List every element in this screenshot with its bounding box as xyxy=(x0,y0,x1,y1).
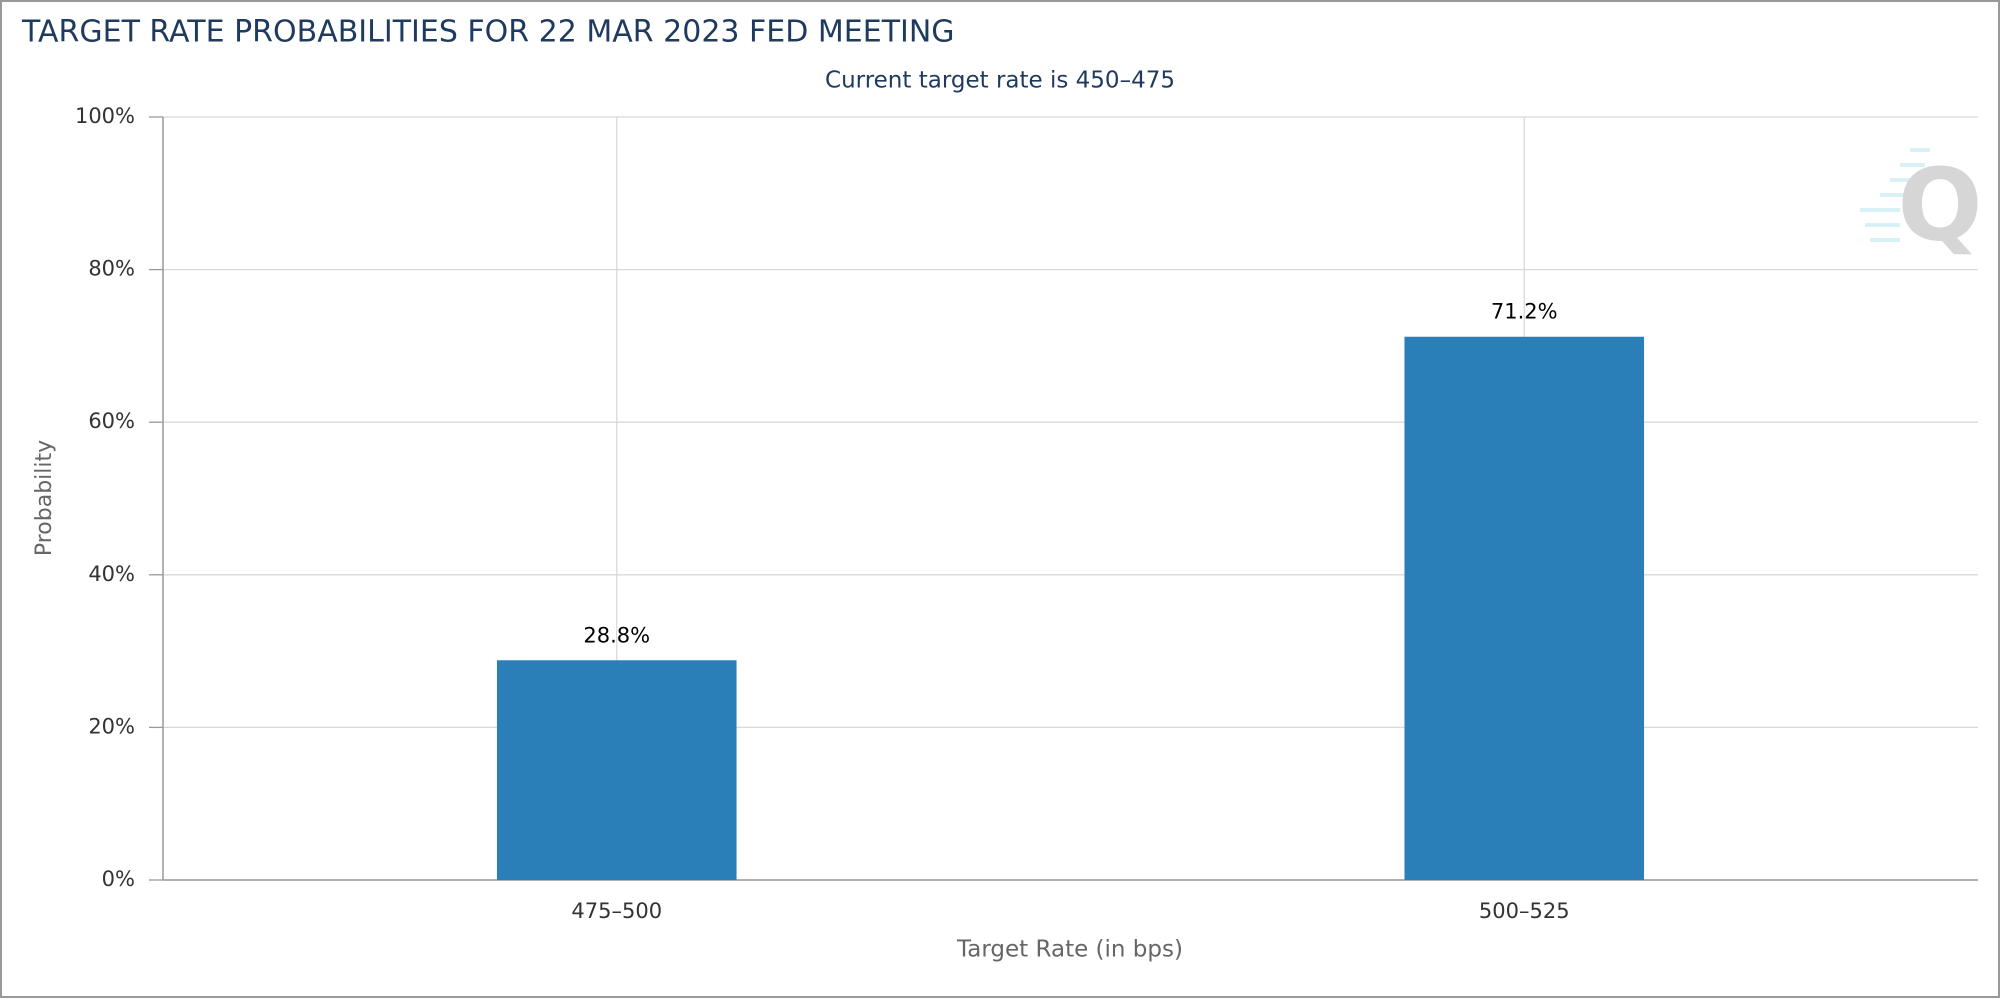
chart-title: TARGET RATE PROBABILITIES FOR 22 MAR 202… xyxy=(21,15,955,50)
y-tick-label: 100% xyxy=(75,104,135,128)
y-tick-label: 80% xyxy=(88,257,135,281)
y-tick-label: 0% xyxy=(102,867,135,891)
logo: Q xyxy=(1860,146,1983,263)
x-tick-label: 500–525 xyxy=(1479,899,1570,923)
bar xyxy=(1404,336,1645,880)
data-label: 28.8% xyxy=(583,623,650,647)
y-axis-label: Probability xyxy=(32,440,57,556)
x-tick-label: 475–500 xyxy=(571,899,662,923)
svg-text:Q: Q xyxy=(1897,146,1982,263)
data-label: 71.2% xyxy=(1491,300,1558,324)
x-axis-label: Target Rate (in bps) xyxy=(956,937,1183,963)
y-tick-label: 20% xyxy=(88,714,135,738)
chart-subtitle: Current target rate is 450–475 xyxy=(825,68,1175,94)
y-tick-label: 40% xyxy=(88,562,135,586)
bar xyxy=(496,660,737,880)
y-tick-label: 60% xyxy=(88,409,135,433)
